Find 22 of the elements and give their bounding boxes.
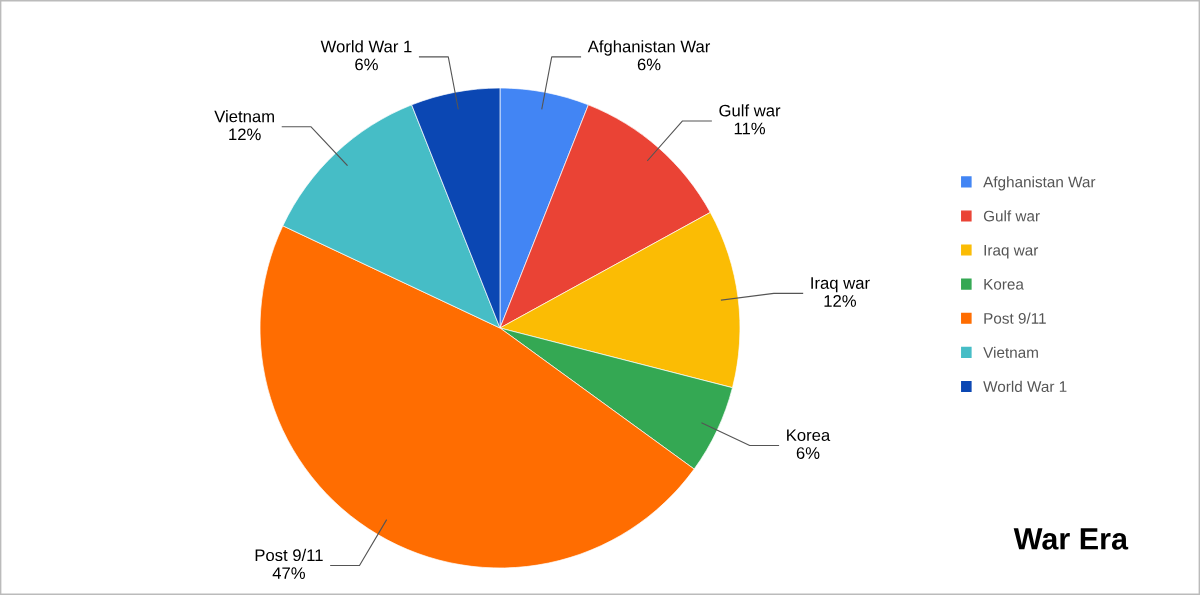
legend-label: Post 9/11 [984, 312, 1046, 324]
slice-label: Korea [787, 429, 831, 442]
slice-label: Iraq war [811, 277, 870, 293]
data-label: 6% [355, 58, 378, 71]
data-label: 12% [229, 128, 261, 141]
data-label: 11% [734, 122, 766, 135]
slice-label: Gulf war [719, 104, 781, 117]
slice-label: Vietnam [214, 110, 274, 123]
data-label: 47% [272, 567, 305, 579]
legend-label: Gulf war [983, 210, 1040, 222]
legend-label: Korea [984, 279, 1024, 290]
slice-label: Post 9/11 [255, 548, 323, 562]
legend-label: Vietnam [983, 346, 1038, 358]
slice-label: World War 1 [320, 40, 412, 53]
data-label: 6% [796, 447, 820, 459]
text: War Era [1013, 528, 1129, 550]
data-label: 6% [637, 58, 661, 71]
data-label: 12% [824, 295, 857, 307]
legend-label: Iraq war [984, 244, 1039, 259]
legend-label: Afghanistan War [983, 176, 1096, 191]
legend-label: World War 1 [983, 380, 1067, 393]
slice-label: Afghanistan War [587, 40, 711, 56]
